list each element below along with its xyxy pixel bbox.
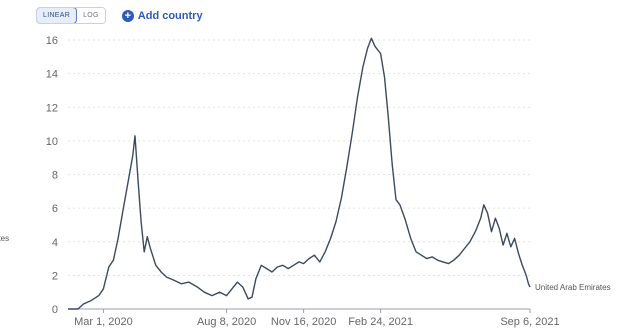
x-tick-label: Aug 8, 2020: [197, 316, 256, 328]
y-tick-label: 6: [52, 203, 58, 215]
y-tick-label: 10: [46, 136, 58, 148]
chart-toolbar: LINEAR LOG + Add country: [36, 7, 203, 24]
log-scale-button[interactable]: LOG: [77, 8, 105, 23]
linear-scale-button[interactable]: LINEAR: [36, 8, 78, 23]
y-tick-label: 16: [46, 35, 58, 47]
x-tick-label: Nov 16, 2020: [271, 316, 336, 328]
y-tick-label: 2: [52, 270, 58, 282]
add-country-label: Add country: [137, 9, 203, 22]
plus-circle-icon: +: [121, 9, 134, 22]
add-country-button[interactable]: + Add country: [121, 9, 203, 22]
x-tick-label: Sep 6, 2021: [500, 316, 559, 328]
series-line: [68, 37, 531, 310]
series-end-label: United Arab Emirates: [535, 283, 611, 292]
y-tick-label: 4: [52, 237, 58, 249]
y-tick-label: 8: [52, 170, 58, 182]
y-tick-label: 12: [46, 102, 58, 114]
y-tick-label: 14: [46, 69, 58, 81]
x-tick-label: Mar 1, 2020: [74, 316, 133, 328]
scale-toggle: LINEAR LOG: [36, 7, 106, 24]
clipped-series-label: ates: [0, 234, 10, 243]
x-tick-label: Feb 24, 2021: [348, 316, 413, 328]
y-tick-label: 0: [52, 304, 58, 316]
